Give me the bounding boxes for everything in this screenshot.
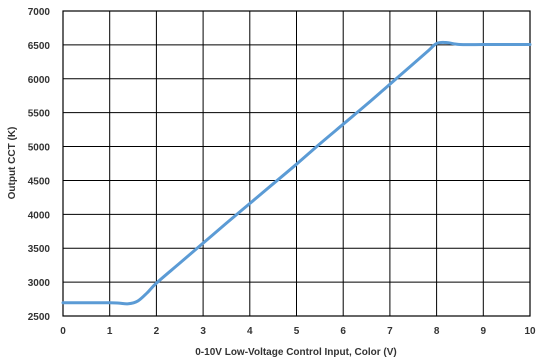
y-tick-label: 7000: [28, 7, 51, 18]
y-axis-title: Output CCT (K): [7, 127, 18, 200]
plot-frame: [62, 10, 531, 317]
x-tick-label: 1: [107, 326, 113, 337]
y-tick-label: 3500: [28, 244, 51, 255]
y-tick-label: 4500: [28, 176, 51, 187]
x-axis-title: 0-10V Low-Voltage Control Input, Color (…: [195, 347, 396, 358]
x-tick-label: 0: [60, 326, 66, 337]
x-tick-label: 9: [481, 326, 487, 337]
x-tick-label: 7: [387, 326, 393, 337]
x-tick-label: 3: [200, 326, 206, 337]
grid-lines: [62, 10, 531, 317]
series-group: [61, 40, 532, 306]
y-tick-label: 5500: [28, 109, 51, 120]
x-tick-label: 2: [154, 326, 160, 337]
y-tick-label: 5000: [28, 143, 51, 154]
x-tick-label: 8: [434, 326, 440, 337]
x-tick-label: 10: [524, 326, 536, 337]
y-tick-label: 2500: [28, 312, 51, 323]
x-tick-label: 4: [247, 326, 253, 337]
y-tick-label: 3000: [28, 278, 51, 289]
y-tick-label: 4000: [28, 210, 51, 221]
series-line: [61, 40, 532, 306]
y-tick-label: 6000: [28, 75, 51, 86]
y-tick-label: 6500: [28, 41, 51, 52]
x-tick-label: 5: [294, 326, 300, 337]
x-tick-label: 6: [340, 326, 346, 337]
tick-labels: 0 1 2 3 4 5 6 7 8 9 10 2500 3000 3500 4000 4500 5000 5500…: [28, 7, 536, 337]
